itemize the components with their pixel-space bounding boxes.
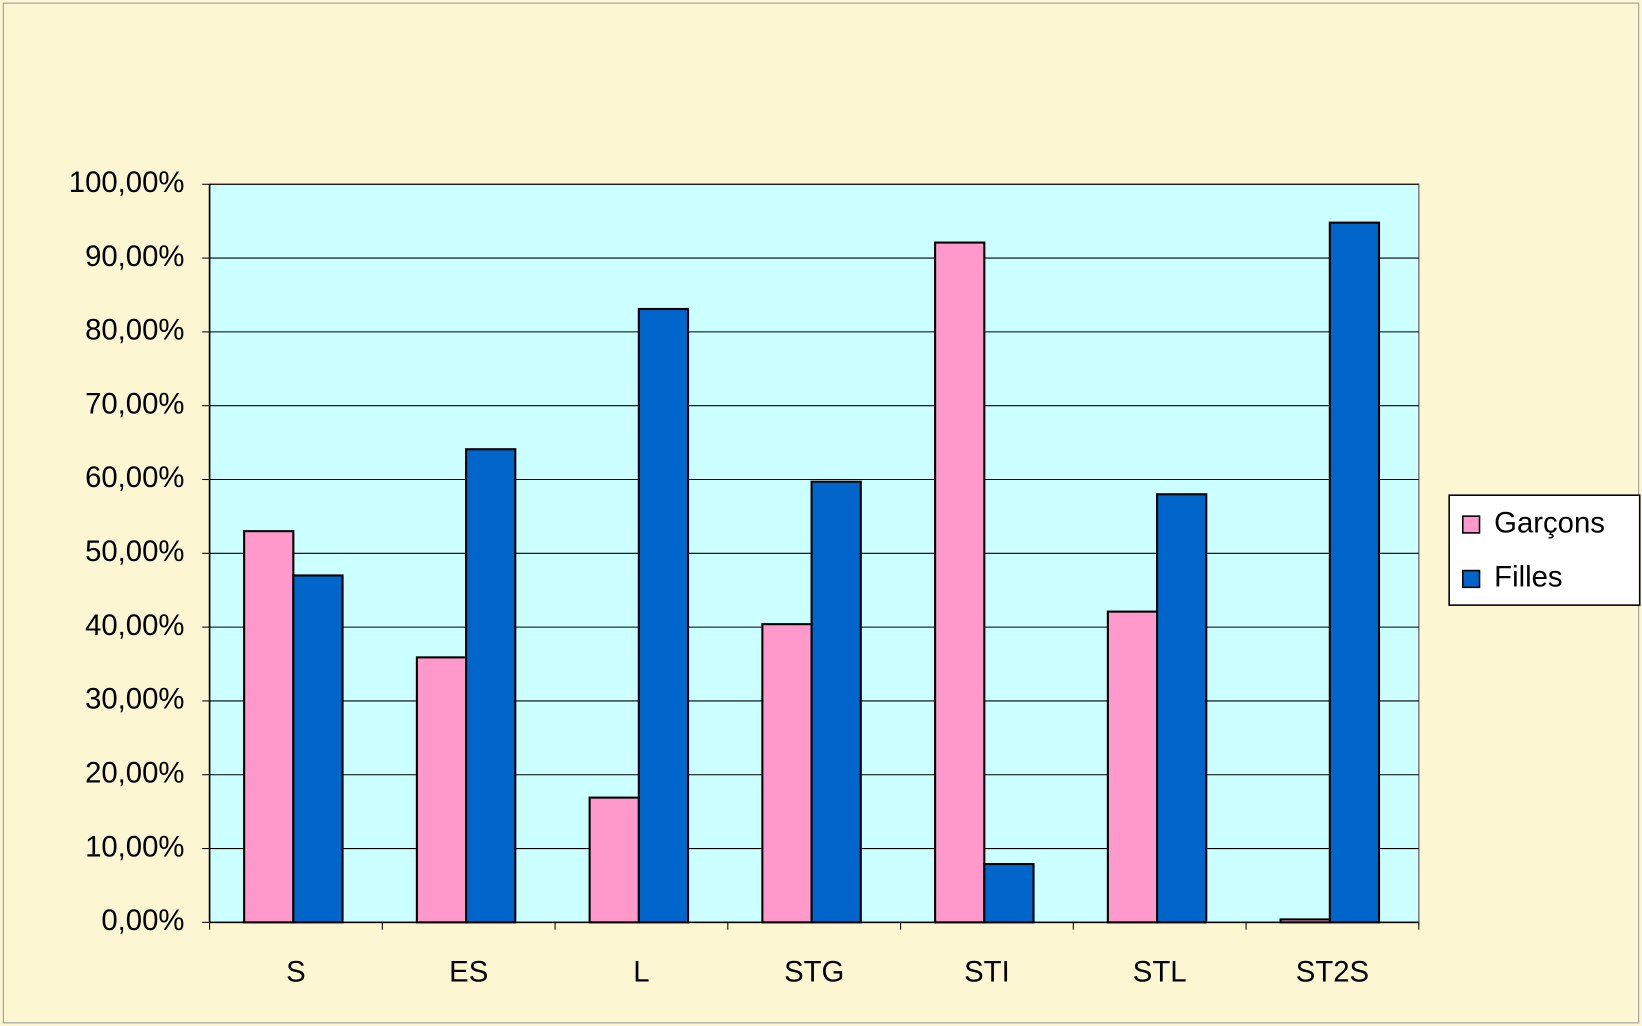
x-tick-label: L — [633, 955, 649, 988]
bar — [934, 241, 986, 924]
y-tick-label: 70,00% — [85, 387, 184, 420]
bar — [983, 862, 1035, 924]
y-tick-label: 0,00% — [101, 904, 184, 937]
y-tick-label: 40,00% — [85, 609, 184, 642]
bar — [465, 448, 517, 924]
y-tick-label: 50,00% — [85, 535, 184, 568]
bar — [761, 623, 813, 924]
x-tick-label: ST2S — [1296, 955, 1369, 988]
y-tick-label: 80,00% — [85, 314, 184, 347]
bar — [810, 480, 862, 924]
legend-label: Garçons — [1494, 506, 1605, 539]
bar — [1279, 918, 1331, 924]
bar — [415, 656, 468, 924]
legend-box — [1448, 494, 1641, 606]
bar — [637, 307, 690, 924]
legend-swatch — [1461, 515, 1481, 534]
bar — [292, 574, 344, 924]
bar — [1106, 610, 1159, 924]
legend-label: Filles — [1494, 561, 1562, 594]
y-tick-label: 100,00% — [69, 166, 185, 199]
bar — [1156, 493, 1208, 924]
y-tick-label: 10,00% — [85, 830, 184, 863]
x-tick-label: STI — [964, 955, 1010, 988]
bar — [1328, 221, 1381, 924]
y-tick-label: 30,00% — [85, 683, 184, 716]
x-tick-label: STG — [784, 955, 844, 988]
y-tick-label: 90,00% — [85, 240, 184, 273]
bar — [243, 530, 295, 924]
y-tick-label: 20,00% — [85, 756, 184, 789]
legend-swatch — [1461, 569, 1481, 589]
x-tick-label: S — [286, 955, 306, 988]
bar — [588, 796, 640, 924]
x-tick-label: ES — [449, 955, 488, 988]
x-tick-label: STL — [1133, 955, 1187, 988]
y-tick-label: 60,00% — [85, 461, 184, 494]
